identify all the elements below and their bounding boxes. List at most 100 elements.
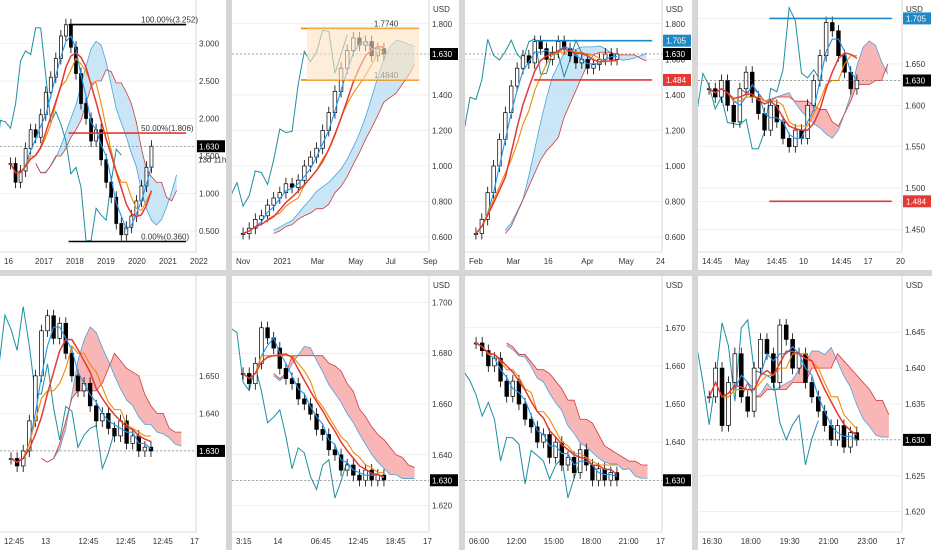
moving-average-line (708, 350, 858, 436)
candle-body (33, 129, 38, 138)
price-tick-label: 1.620 (432, 502, 453, 511)
price-tick-label: 1.000 (432, 162, 453, 171)
chikou-line (465, 372, 581, 499)
chikou-line (232, 328, 348, 499)
candle (732, 347, 738, 389)
candle (302, 392, 307, 411)
current-price-tag (663, 474, 691, 487)
candle (89, 112, 93, 147)
candle-body (302, 165, 307, 181)
cloud-span-a (505, 45, 647, 231)
candle-body (553, 441, 558, 458)
candle (535, 420, 540, 449)
kijun-line (242, 355, 384, 474)
moving-average-line (9, 51, 153, 218)
chart-panel-5[interactable]: 1.6501.6401.6301.63012:451312:4512:4512:… (0, 276, 226, 550)
price-tick-label: 0.600 (432, 233, 453, 242)
candle-body (124, 226, 129, 236)
time-tick-label: Jul (386, 257, 396, 266)
candle-body (28, 129, 33, 149)
cloud-span-b (41, 352, 182, 463)
time-tick-label: 16:30 (702, 537, 723, 546)
price-tick-label: 1.600 (905, 101, 926, 110)
time-tick-label: 12:45 (348, 537, 369, 546)
candle (830, 16, 835, 37)
candle (259, 209, 264, 226)
price-tick-label: 1.800 (665, 20, 686, 29)
current-price-label: 1.630 (905, 76, 926, 85)
candle-body (149, 145, 154, 168)
cloud-span-a (41, 326, 182, 463)
candle-body (45, 315, 50, 332)
price-tick-label: 1.400 (665, 91, 686, 100)
time-tick-label: 21:00 (619, 537, 640, 546)
cloud-span-a (273, 345, 415, 479)
time-tick-label: May (734, 257, 749, 266)
chart-svg: 1.6501.6401.6301.63012:451312:4512:4512:… (0, 276, 225, 546)
time-tick-label: 21:00 (818, 537, 839, 546)
candle-body (473, 233, 479, 235)
time-tick-label: 18:45 (386, 537, 407, 546)
chart-panel-8[interactable]: USD1.6451.6401.6351.6301.6251.6201.63016… (698, 276, 932, 550)
chart-svg: USD1.6701.6601.6501.6401.6301.63006:0012… (465, 276, 691, 546)
time-tick-label: 06:45 (311, 537, 332, 546)
candle (265, 321, 270, 345)
tenkan-line (242, 336, 385, 479)
kijun-line (475, 342, 617, 466)
candle-body (302, 398, 307, 405)
level-tag-label: 1.484 (666, 76, 687, 85)
candle-body (253, 218, 258, 229)
candle-body (608, 472, 614, 481)
candle-body (762, 113, 767, 131)
price-tick-label: 1.645 (905, 328, 926, 337)
chart-panel-3[interactable]: USD1.8001.6001.4001.2001.0000.8000.6001.… (465, 0, 692, 270)
price-tick-label: 1.640 (432, 451, 453, 460)
candle-body (811, 80, 816, 106)
candle-body (332, 449, 338, 456)
time-tick-label: 14:45 (831, 257, 852, 266)
kijun-line (10, 344, 151, 463)
candle-body (344, 464, 350, 471)
candle (326, 428, 331, 456)
candle (289, 177, 295, 194)
cloud-span-a (35, 40, 178, 226)
candle (541, 428, 546, 449)
time-tick-label: Sep (423, 257, 438, 266)
candle-body (69, 352, 75, 377)
time-tick-label: 23:00 (857, 537, 878, 546)
candle-body (314, 413, 319, 430)
candle-body (295, 383, 301, 400)
candle (745, 390, 750, 418)
candle-body (809, 382, 815, 398)
time-tick-label: 19:30 (780, 537, 801, 546)
candle (75, 369, 81, 397)
candle (485, 186, 490, 226)
chart-panel-1[interactable]: 3.0002.5002.0001.6301.5001.0000.5001.630… (0, 0, 226, 270)
time-tick-label: Nov (236, 257, 250, 266)
candle (271, 331, 276, 355)
current-price-tag (663, 48, 691, 60)
time-tick-label: 24 (656, 257, 665, 266)
currency-label: USD (906, 5, 923, 14)
chart-panel-7[interactable]: USD1.6701.6601.6501.6401.6301.63006:0012… (465, 276, 692, 550)
chart-panel-2[interactable]: USD 1.800 1.630 1.400 1.200 1.000 0.800 0.600 1.… (232, 0, 459, 270)
countdown-label: 13d 11h (198, 155, 226, 164)
current-price-label: 1.630 (905, 436, 926, 445)
current-price-label: 1.630 (665, 50, 686, 59)
moving-average-line (475, 47, 618, 235)
time-tick-label: 2019 (97, 257, 115, 266)
price-tick-label: 1.700 (432, 298, 453, 307)
current-price-tag (430, 48, 458, 60)
ichimoku-cloud (273, 346, 415, 479)
currency-label: USD (906, 281, 923, 290)
currency-label: USD (666, 281, 683, 290)
level-tag-label: 1.705 (666, 37, 687, 46)
chart-panel-6[interactable]: USD1.7001.6801.6601.6401.6301.6201.6303:… (232, 276, 459, 550)
candle-body (854, 80, 860, 90)
ichimoku-cloud (741, 347, 889, 438)
price-tick-label: 3.000 (199, 40, 220, 49)
time-tick-label: Apr (581, 257, 594, 266)
candle (114, 191, 119, 230)
candle (758, 333, 763, 375)
